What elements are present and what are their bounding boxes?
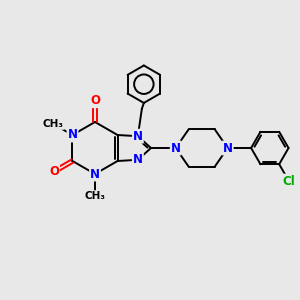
Text: N: N [133,153,143,166]
Text: N: N [133,130,143,143]
Text: CH₃: CH₃ [85,191,106,201]
Text: N: N [223,142,233,154]
Text: O: O [49,165,59,178]
Text: O: O [90,94,100,107]
Text: N: N [90,167,100,181]
Text: N: N [171,142,181,154]
Text: Cl: Cl [283,175,295,188]
Text: CH₃: CH₃ [43,119,64,129]
Text: N: N [68,128,77,142]
